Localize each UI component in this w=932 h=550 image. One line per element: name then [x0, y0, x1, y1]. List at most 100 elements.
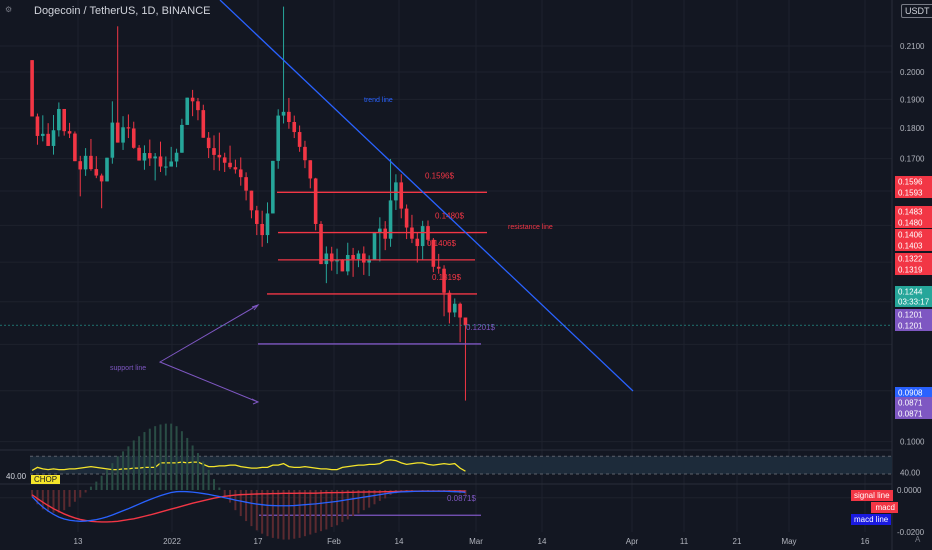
trend-line — [219, 0, 634, 392]
price-badge-text: 0.0908 — [898, 389, 923, 398]
candle-body — [340, 259, 345, 272]
candle-body — [287, 111, 291, 122]
resistance-line-label: resistance line — [508, 224, 553, 231]
candle-body — [351, 254, 355, 260]
candle-body — [164, 166, 168, 168]
candle-body — [436, 266, 441, 269]
time-tick-2: 17 — [254, 537, 263, 546]
price-badge — [895, 264, 932, 275]
time-tick-6: 14 — [538, 537, 547, 546]
candle-body — [362, 253, 366, 263]
macd-legend[interactable]: macd — [871, 502, 898, 513]
symbol-title[interactable]: Dogecoin / TetherUS, 1D, BINANCE — [34, 5, 211, 17]
level-label: 0.1406$ — [427, 239, 456, 248]
price-badge — [895, 217, 932, 228]
price-badge — [895, 253, 932, 264]
macd-line — [31, 490, 466, 522]
candle-body — [420, 226, 425, 247]
candle-series — [30, 6, 468, 401]
candle-body — [190, 97, 195, 102]
auto-scale-icon[interactable]: A — [915, 535, 921, 544]
currency-button[interactable]: USDT — [901, 4, 932, 18]
chop-legend-label[interactable]: CHOP — [31, 475, 61, 484]
candle-body — [73, 133, 77, 162]
time-tick-10: May — [781, 537, 796, 546]
candle-body — [345, 254, 350, 272]
time-tick-11: 16 — [861, 537, 870, 546]
candle-body — [126, 127, 131, 129]
trend-line-label: trend line — [364, 97, 393, 104]
candle-body — [185, 97, 190, 125]
price-tick-1: 0.2000 — [900, 68, 925, 77]
price-badge-text: 0.1201 — [898, 311, 923, 320]
candle-body — [244, 177, 248, 191]
candle-body — [206, 137, 211, 149]
level-label: 0.0871$ — [447, 494, 476, 503]
price-tick-3: 0.1800 — [900, 124, 925, 133]
candle-body — [399, 182, 404, 209]
candle-body — [57, 108, 61, 131]
chop-line — [31, 459, 466, 472]
candle-body — [378, 228, 382, 233]
price-badge-text: 0.1480 — [898, 219, 923, 228]
candle-body — [276, 115, 280, 161]
candle-body — [442, 268, 446, 293]
candle-body — [121, 127, 125, 143]
candle-body — [228, 162, 232, 168]
candle-body — [249, 190, 254, 211]
chop-indicator-pane: 40.00 — [30, 455, 921, 478]
price-badge-text: 0.0871 — [898, 410, 923, 419]
level-label: 0.1480$ — [435, 212, 464, 221]
price-badge-text: 03:33:17 — [898, 298, 930, 307]
price-badge-text: 0.1406 — [898, 231, 923, 240]
candle-body — [142, 153, 147, 161]
candle-body — [169, 161, 173, 167]
price-tick-2: 0.1900 — [900, 95, 925, 104]
candle-body — [394, 182, 398, 201]
settings-icon[interactable]: ⚙ — [5, 5, 13, 14]
candle-body — [335, 259, 339, 262]
candle-body — [281, 111, 286, 116]
time-axis: 13 2022 17 Feb 14 Mar 14 Apr 11 21 May 16 — [74, 537, 870, 546]
level-label: 0.1596$ — [425, 171, 454, 180]
candle-body — [265, 213, 270, 236]
candle-body — [94, 169, 99, 176]
candle-body — [62, 108, 66, 132]
candle-body — [67, 131, 72, 134]
candle-body — [458, 303, 462, 318]
candle-body — [110, 122, 115, 158]
candle-body — [89, 155, 93, 170]
annotation-drawings: trend line resistance line support line — [110, 0, 634, 405]
price-badge — [895, 397, 932, 408]
candle-body — [78, 161, 83, 170]
candle-body — [51, 130, 56, 146]
level-label: 0.1319$ — [432, 273, 461, 282]
chop-tick: 40.00 — [900, 469, 921, 478]
price-badge — [895, 309, 932, 320]
macd-tick-1: -0.0200 — [897, 528, 925, 537]
candle-body — [297, 132, 302, 147]
price-badge-text: 0.0871 — [898, 399, 923, 408]
candle-body — [35, 116, 40, 136]
candle-body — [217, 154, 222, 158]
price-badge-text: 0.1483 — [898, 208, 923, 217]
macd-line-legend[interactable]: macd line — [851, 514, 892, 525]
time-tick-3: Feb — [327, 537, 341, 546]
price-badges: 0.1596 0.1593 0.1483 0.1480 0.1406 0.1403 0.13… — [0, 176, 932, 419]
candle-body — [452, 303, 457, 313]
price-badge-text: 0.1319 — [898, 266, 923, 275]
candle-body — [292, 121, 297, 133]
signal-line — [31, 490, 466, 523]
candle-body — [415, 238, 420, 247]
candle-body — [148, 153, 152, 159]
price-badge-text: 0.1201 — [898, 322, 923, 331]
candle-body — [260, 223, 264, 236]
signal-line-legend[interactable]: signal line — [851, 490, 893, 501]
candle-body — [238, 169, 243, 178]
price-tick-0: 0.2100 — [900, 42, 925, 51]
candle-body — [463, 317, 468, 326]
candle-body — [431, 239, 436, 267]
candle-body — [201, 110, 206, 138]
support-arrowhead-top — [251, 303, 260, 311]
